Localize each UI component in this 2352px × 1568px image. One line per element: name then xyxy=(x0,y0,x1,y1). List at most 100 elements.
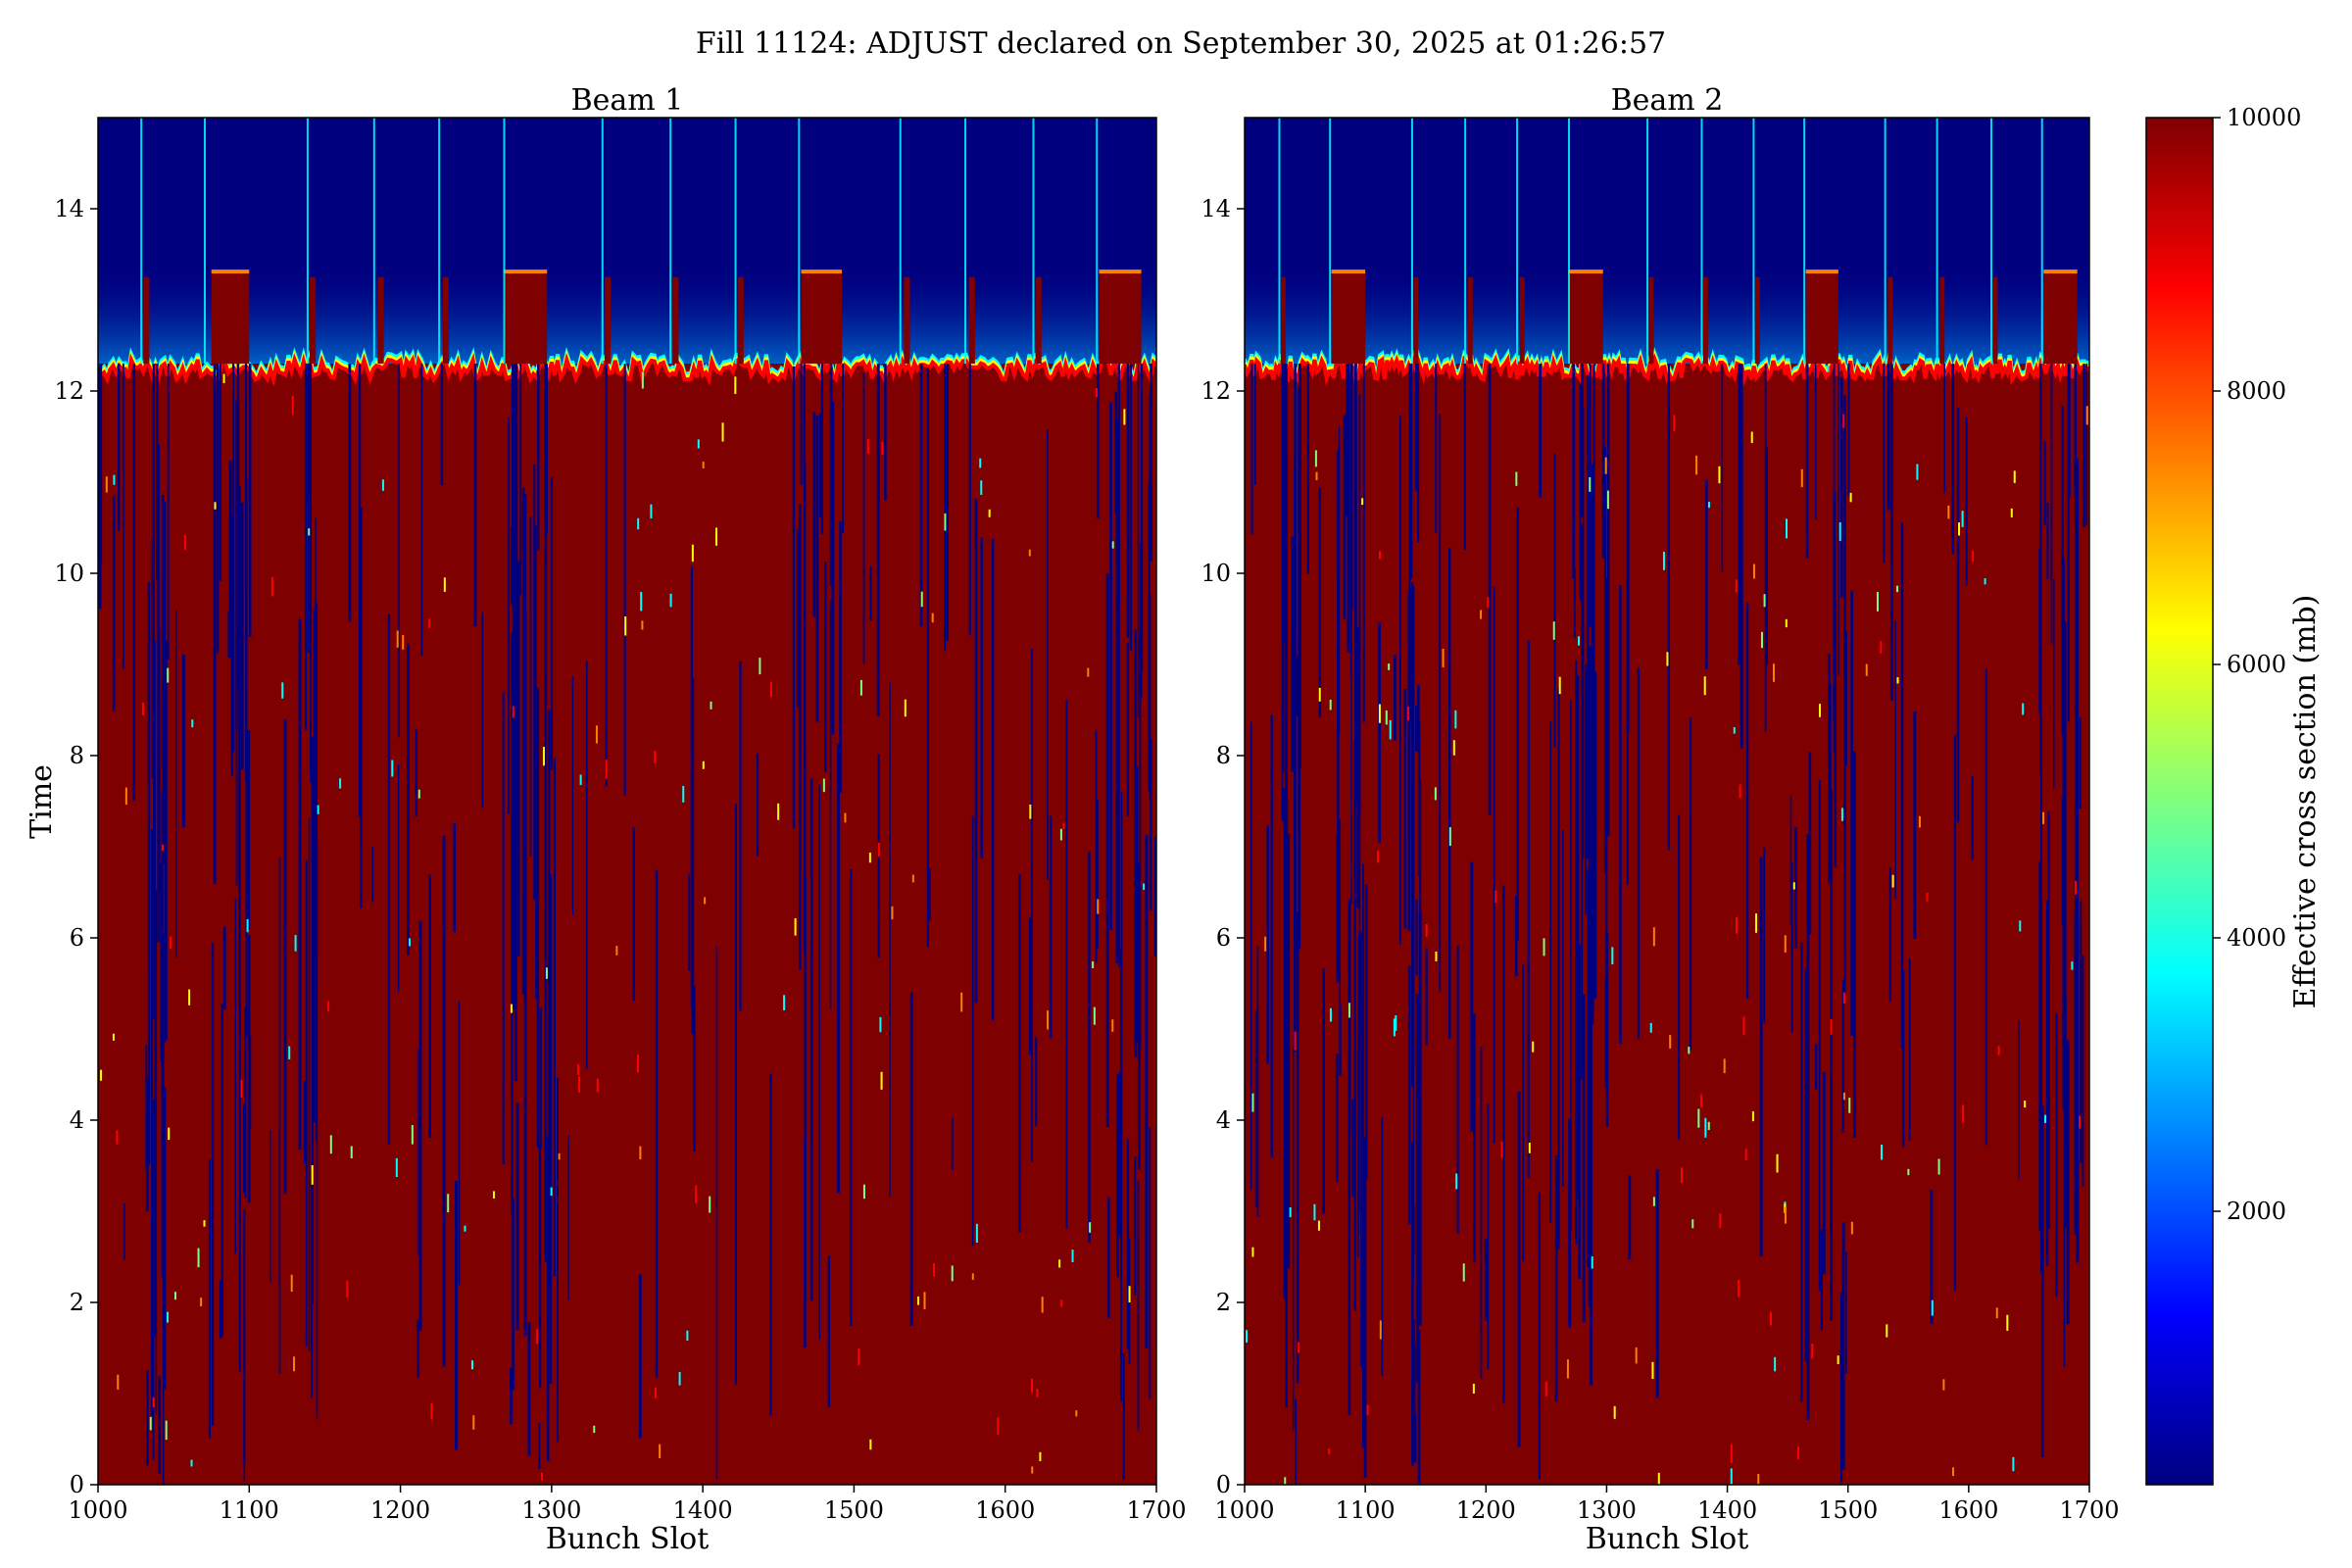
low-value-streak xyxy=(2066,1040,2070,1325)
low-value-streak xyxy=(1789,795,1792,926)
low-value-streak xyxy=(1626,665,1629,885)
low-value-streak xyxy=(1901,969,1905,1148)
heatmap-speckle xyxy=(1984,578,1986,585)
low-value-streak xyxy=(147,582,151,1165)
heatmap-speckle xyxy=(1827,365,1830,372)
low-value-streak xyxy=(1254,1010,1257,1207)
heatmap-speckle xyxy=(1264,936,1267,952)
low-value-streak xyxy=(154,951,156,1337)
low-value-streak xyxy=(1137,863,1141,1170)
low-value-streak xyxy=(1417,684,1420,747)
low-value-streak xyxy=(823,562,827,773)
low-value-streak xyxy=(1415,705,1418,752)
low-value-streak xyxy=(1357,934,1360,1213)
low-value-streak xyxy=(1900,522,1904,1049)
low-value-streak xyxy=(153,751,156,934)
heatmap-speckle xyxy=(1838,521,1841,541)
heatmap-speckle xyxy=(222,373,225,383)
heatmap-speckle xyxy=(1314,450,1317,467)
low-value-streak xyxy=(1605,578,1608,1019)
low-value-streak xyxy=(1065,699,1068,1229)
low-value-streak xyxy=(585,661,588,1069)
low-value-streak xyxy=(1830,801,1833,1170)
heatmap-speckle xyxy=(971,1273,974,1280)
low-value-streak xyxy=(1047,429,1049,880)
heatmap-speckle xyxy=(1958,522,1961,536)
heatmap-speckle xyxy=(1544,1382,1547,1397)
low-value-streak xyxy=(535,733,538,1000)
low-value-streak xyxy=(1287,834,1291,1269)
heatmap-speckle xyxy=(161,844,164,852)
heatmap-speckle xyxy=(1811,1344,1814,1359)
low-value-streak xyxy=(1410,364,1413,579)
heatmap-speckle xyxy=(1294,1031,1297,1051)
low-value-streak xyxy=(544,396,548,705)
heatmap-speckle xyxy=(1752,564,1755,579)
low-value-streak xyxy=(1139,543,1143,699)
heatmap-speckle xyxy=(1059,828,1062,841)
heatmap-speckle xyxy=(1075,1410,1078,1417)
bunch-peak xyxy=(442,276,449,365)
low-value-streak xyxy=(1118,1071,1122,1236)
heatmap-speckle xyxy=(149,1416,152,1431)
low-value-streak xyxy=(623,364,626,796)
bunch-peak xyxy=(1702,276,1708,365)
low-value-streak xyxy=(247,730,251,929)
heatmap-speckle xyxy=(1111,1019,1114,1032)
low-value-streak xyxy=(161,932,165,1274)
bunch-train-edge xyxy=(1568,270,1603,274)
low-value-streak xyxy=(1820,1230,1823,1331)
low-value-streak xyxy=(1253,364,1256,485)
low-value-streak xyxy=(831,401,835,735)
x-tick-label: 1000 xyxy=(1214,1496,1274,1524)
bunch-peak xyxy=(904,276,910,365)
low-value-streak xyxy=(1378,622,1381,843)
heatmap-speckle xyxy=(1691,1219,1694,1229)
low-value-streak xyxy=(1589,364,1592,627)
low-value-streak xyxy=(348,364,352,622)
colorbar: 2000 4000 6000 8000 10000 Effective cross se… xyxy=(2145,104,2323,1486)
low-value-streak xyxy=(1522,964,1525,1262)
low-value-streak xyxy=(655,869,659,1378)
bunch-train-block xyxy=(1568,272,1603,365)
low-value-streak xyxy=(146,1370,149,1466)
colorbar-tick-label: 10000 xyxy=(2227,104,2301,131)
bunch-peak xyxy=(1519,276,1525,365)
low-value-streak xyxy=(1413,1413,1417,1463)
low-value-streak xyxy=(1822,1072,1826,1275)
bright-streak xyxy=(306,118,309,365)
heatmap-speckle xyxy=(2042,811,2045,824)
low-value-streak xyxy=(638,1274,642,1439)
heatmap-speckle xyxy=(1997,1046,2000,1055)
low-value-streak xyxy=(1355,722,1359,805)
bright-streak xyxy=(964,118,967,365)
heatmap-speckle xyxy=(1472,1384,1475,1394)
low-value-streak xyxy=(165,640,168,1041)
low-value-streak xyxy=(1297,1061,1299,1212)
low-value-streak xyxy=(1139,631,1142,1052)
heatmap-speckle xyxy=(2075,880,2078,895)
heatmap-speckle xyxy=(1092,961,1095,968)
x-tick-label: 1500 xyxy=(824,1496,884,1524)
heatmap-speckle xyxy=(2079,1115,2082,1129)
bunch-train-block xyxy=(801,272,843,365)
heatmap-speckle xyxy=(1792,882,1795,890)
low-value-streak xyxy=(803,364,806,484)
x-tick-label: 1200 xyxy=(1456,1496,1516,1524)
low-value-streak xyxy=(1592,665,1595,726)
low-value-streak xyxy=(153,417,155,746)
bunch-peak xyxy=(737,276,744,365)
low-value-streak xyxy=(827,1255,830,1408)
low-value-streak xyxy=(240,502,244,770)
low-value-streak xyxy=(2063,1015,2066,1367)
low-value-streak xyxy=(551,477,554,770)
heatmap-speckle xyxy=(1837,1355,1839,1365)
low-value-streak xyxy=(1126,1139,1130,1349)
low-value-streak xyxy=(971,815,974,1247)
heatmap-speckle xyxy=(2022,703,2025,715)
heatmap-speckle xyxy=(1651,1361,1654,1379)
low-value-streak xyxy=(1439,414,1442,992)
low-value-streak xyxy=(238,485,241,1008)
low-value-streak xyxy=(270,1129,271,1283)
heatmap-speckle xyxy=(1500,1141,1503,1158)
